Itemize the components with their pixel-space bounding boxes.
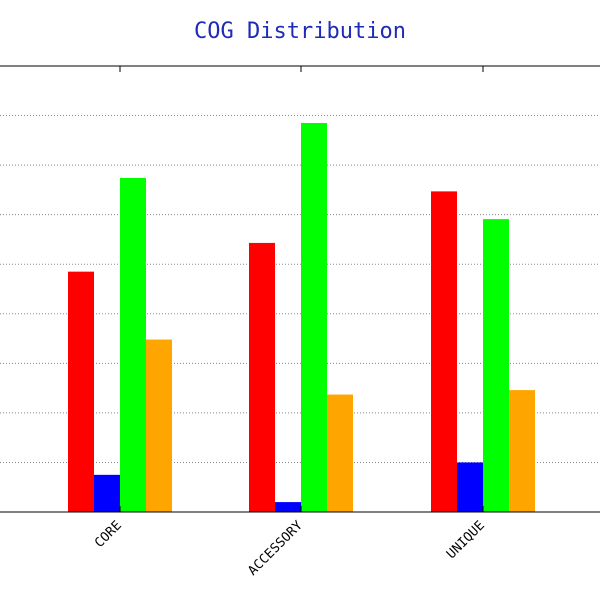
- bar-core-0: [68, 271, 94, 512]
- bar-core-3: [146, 339, 172, 512]
- x-ticks: [119, 66, 484, 512]
- bars: [68, 122, 535, 513]
- bar-unique-0: [431, 191, 457, 512]
- bar-unique-1: [457, 462, 483, 512]
- bar-unique-2: [483, 219, 509, 513]
- chart-title: COG Distribution: [194, 19, 406, 44]
- x-tick-labels: CORE ACCESSORY UNIQUE: [92, 518, 488, 579]
- bar-core-2: [120, 177, 146, 513]
- bar-unique-3: [509, 390, 535, 512]
- bar-accessory-1: [275, 502, 301, 512]
- x-tick-label-core: CORE: [92, 518, 125, 551]
- bar-accessory-3: [327, 394, 353, 512]
- bar-accessory-2: [301, 122, 327, 512]
- x-tick-label-unique: UNIQUE: [444, 518, 488, 562]
- bar-accessory-0: [249, 242, 275, 512]
- x-tick-label-accessory: ACCESSORY: [245, 518, 306, 579]
- bar-core-1: [94, 474, 120, 512]
- gridlines: [0, 115, 600, 463]
